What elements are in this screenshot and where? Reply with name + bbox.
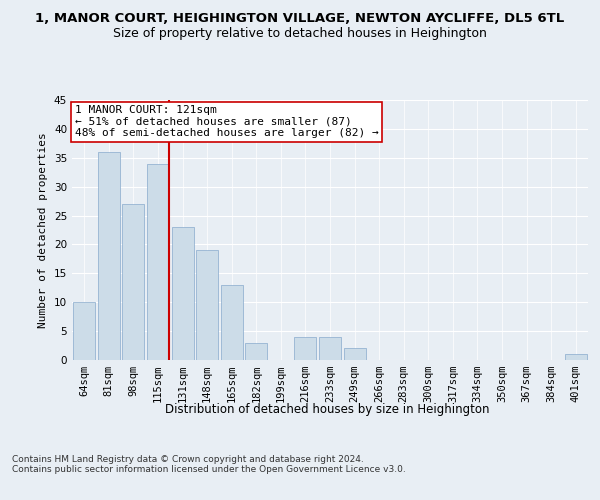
Bar <box>122 204 145 360</box>
Text: 1, MANOR COURT, HEIGHINGTON VILLAGE, NEWTON AYCLIFFE, DL5 6TL: 1, MANOR COURT, HEIGHINGTON VILLAGE, NEW… <box>35 12 565 26</box>
Bar <box>344 348 365 360</box>
Bar <box>172 227 194 360</box>
Bar <box>565 354 587 360</box>
Text: Distribution of detached houses by size in Heighington: Distribution of detached houses by size … <box>165 402 489 415</box>
Text: Contains HM Land Registry data © Crown copyright and database right 2024.
Contai: Contains HM Land Registry data © Crown c… <box>12 455 406 474</box>
Y-axis label: Number of detached properties: Number of detached properties <box>38 132 49 328</box>
Text: Size of property relative to detached houses in Heighington: Size of property relative to detached ho… <box>113 28 487 40</box>
Bar <box>98 152 120 360</box>
Bar <box>196 250 218 360</box>
Bar <box>319 337 341 360</box>
Bar <box>245 342 268 360</box>
Text: 1 MANOR COURT: 121sqm
← 51% of detached houses are smaller (87)
48% of semi-deta: 1 MANOR COURT: 121sqm ← 51% of detached … <box>74 105 379 138</box>
Bar <box>221 285 243 360</box>
Bar <box>295 337 316 360</box>
Bar <box>73 302 95 360</box>
Bar <box>147 164 169 360</box>
